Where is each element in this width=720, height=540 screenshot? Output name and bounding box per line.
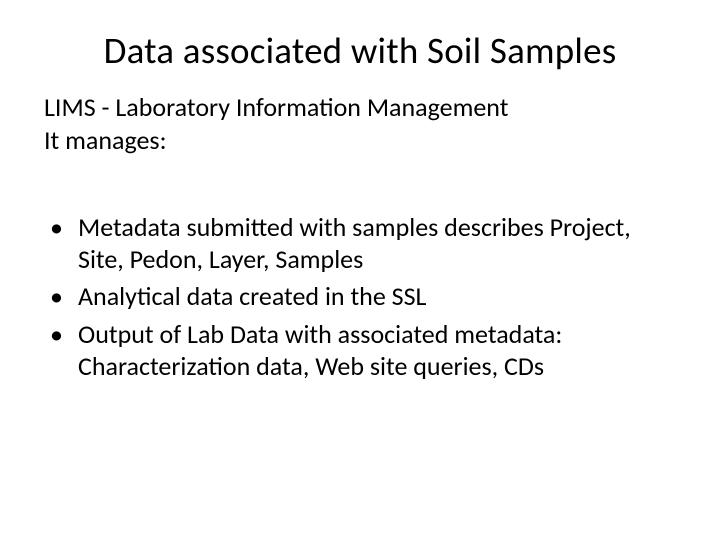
bullet-item: Metadata submitted with samples describe…: [44, 212, 680, 275]
intro-block: LIMS - Laboratory Information Management…: [44, 91, 680, 156]
bullet-list: Metadata submitted with samples describe…: [44, 212, 680, 383]
slide: Data associated with Soil Samples LIMS -…: [0, 0, 720, 540]
bullet-item: Analytical data created in the SSL: [44, 281, 680, 313]
bullet-item: Output of Lab Data with associated metad…: [44, 319, 680, 382]
slide-title: Data associated with Soil Samples: [40, 28, 680, 73]
intro-line-1: LIMS - Laboratory Information Management: [44, 91, 680, 124]
intro-line-2: It manages:: [44, 124, 680, 157]
